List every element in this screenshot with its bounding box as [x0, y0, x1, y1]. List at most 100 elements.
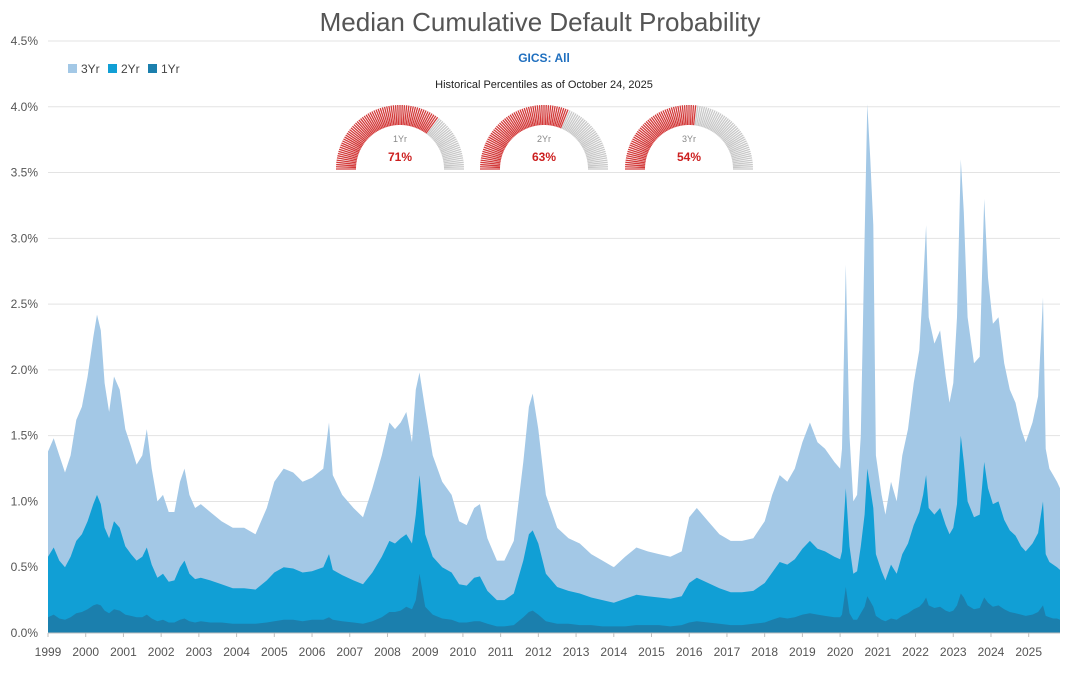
x-tick-label: 2008 [374, 645, 401, 659]
x-tick-label: 2021 [864, 645, 891, 659]
legend-swatch-1yr [148, 64, 157, 73]
gauge-tick [438, 138, 457, 149]
gauge-tick [556, 107, 565, 128]
gauge-tick [683, 105, 687, 126]
chart-subtitle: GICS: All [518, 51, 570, 65]
gauge-tick [577, 127, 594, 142]
gauge-tick [728, 142, 748, 152]
area-layer [48, 104, 1060, 634]
gauge-tick [626, 152, 647, 159]
gauge-tick [704, 109, 714, 129]
gauge-tick [730, 146, 750, 155]
gauge-tick [532, 105, 538, 126]
gauge-tick [709, 112, 720, 131]
gauge-tick [662, 110, 672, 130]
x-tick-label: 2023 [940, 645, 967, 659]
gauge-tick [421, 113, 433, 132]
gauge-tick [587, 157, 608, 163]
gauge-tick [497, 124, 513, 139]
gauge-tick [719, 122, 734, 138]
gauge-tick [664, 109, 674, 129]
gauge-tick [379, 107, 388, 128]
x-tick-label: 2002 [148, 645, 175, 659]
gauge-tick [343, 138, 362, 149]
gauge-tick [538, 105, 542, 126]
x-tick-label: 2007 [336, 645, 363, 659]
gauge-tick [353, 124, 369, 139]
gauge-tick [443, 157, 464, 163]
x-tick-label: 2016 [676, 645, 703, 659]
gauge-tick [523, 107, 532, 128]
x-tick-label: 2004 [223, 645, 250, 659]
gauge-tick [716, 119, 731, 136]
gauge-tick [625, 157, 646, 163]
gauge-tick [337, 155, 358, 161]
legend: 3Yr 2Yr 1Yr [68, 62, 180, 76]
gauge-label: 1Yr [393, 134, 407, 144]
gauge-tick [363, 115, 376, 133]
gauge-tick [569, 116, 583, 134]
gauge-tick [677, 105, 683, 126]
gauge-tick [587, 159, 608, 164]
gauge-tick [586, 150, 606, 158]
gauge-tick [558, 108, 567, 128]
gauge-tick [436, 134, 455, 147]
gauge-tick [507, 115, 520, 133]
gauge-tick [485, 142, 505, 152]
x-tick-label: 2014 [600, 645, 627, 659]
gauge-tick [345, 134, 364, 147]
gauge-caption: Historical Percentiles as of October 24,… [435, 79, 653, 91]
gauge-tick [338, 150, 358, 158]
legend-label-3yr: 3Yr [81, 62, 100, 76]
x-tick-label: 2019 [789, 645, 816, 659]
gauge-value: 54% [677, 150, 701, 164]
gauge-tick [632, 138, 651, 149]
gauge-tick [695, 105, 701, 126]
gauge-tick [721, 125, 737, 141]
gauge-tick [530, 106, 536, 127]
x-tick-label: 2003 [186, 645, 213, 659]
gauge-tick [480, 157, 501, 163]
gauge-tick [730, 148, 751, 157]
x-tick-label: 2024 [978, 645, 1005, 659]
gauge-tick [439, 142, 459, 152]
gauge-tick [575, 124, 591, 139]
gauge-tick [675, 106, 681, 127]
gauge-tick [392, 105, 397, 126]
gauge-tick [500, 121, 516, 137]
gauge-tick [418, 111, 429, 130]
gauge-tick [365, 114, 378, 133]
gauge-tick [484, 144, 504, 154]
gauge-tick [434, 129, 451, 143]
gauge-tick [481, 152, 502, 159]
gauge-tick [634, 134, 653, 147]
gauge-tick [496, 125, 512, 141]
gauge-tick [432, 125, 448, 141]
gauge-tick [633, 136, 652, 148]
gauge-tick [480, 159, 501, 164]
gauge-tick [534, 105, 539, 126]
gauge-tick [541, 105, 544, 126]
gauge-tick [490, 132, 508, 145]
gauge-tick [502, 119, 517, 136]
gauge-tick [654, 114, 667, 133]
gauge-tick [582, 138, 601, 149]
y-tick-label: 4.5% [11, 34, 39, 48]
gauge-tick [570, 118, 584, 135]
gauge-tick [442, 155, 463, 161]
gauge-tick [509, 114, 522, 133]
gauge-tick [367, 113, 379, 132]
gauge-tick [580, 132, 598, 145]
x-tick-label: 2005 [261, 645, 288, 659]
area-series-3yr [48, 104, 1060, 634]
legend-swatch-2yr [108, 64, 117, 73]
gauge-tick [731, 155, 752, 161]
gauge-tick [586, 152, 607, 159]
gauge-tick [579, 130, 597, 144]
gauge-tick [411, 107, 419, 127]
gauge-tick [536, 105, 541, 126]
gauge-tick [583, 140, 602, 151]
gauge-tick [732, 161, 753, 166]
gauge-tick [555, 107, 563, 127]
